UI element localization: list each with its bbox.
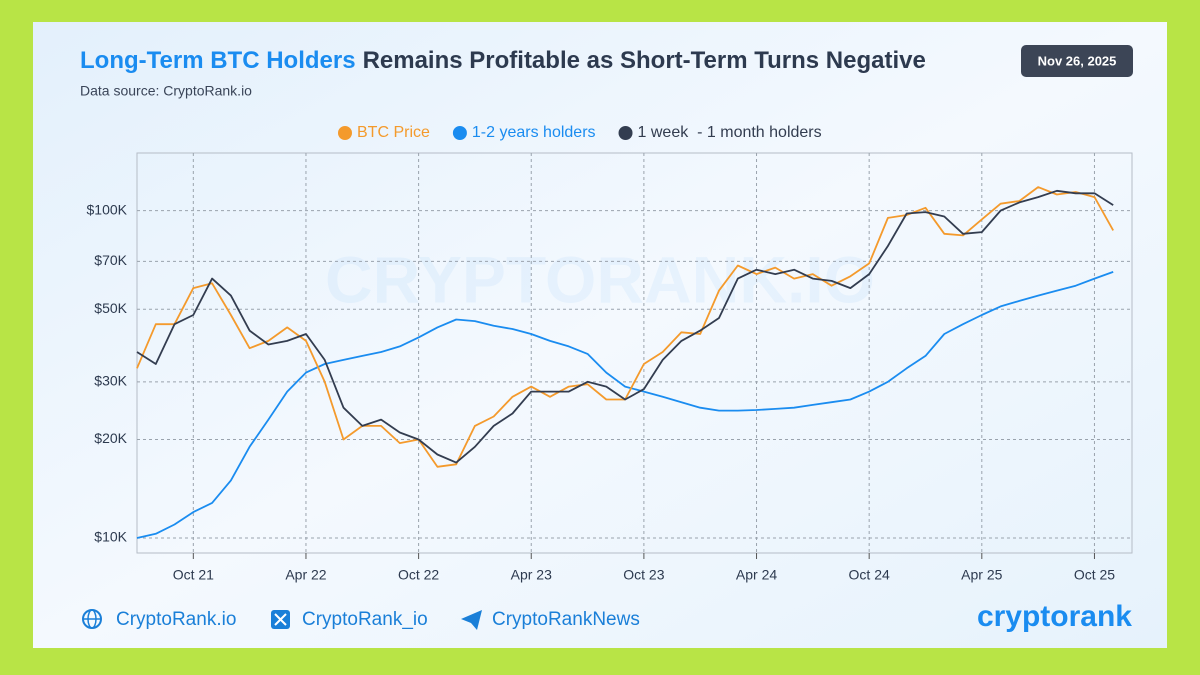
legend-marker xyxy=(618,126,633,140)
x-tick-label: Apr 23 xyxy=(511,567,552,583)
y-tick-label: $100K xyxy=(87,201,128,217)
y-tick-label: $10K xyxy=(94,529,127,545)
chart-title: Long-Term BTC Holders Remains Profitable … xyxy=(80,47,926,74)
x-tick-label: Oct 21 xyxy=(173,567,214,583)
panel xyxy=(33,22,1167,648)
series-line xyxy=(136,189,1114,464)
legend-label: BTC Price xyxy=(357,124,430,141)
footer-link[interactable]: CryptoRank_io xyxy=(302,609,428,630)
legend-label: 1 week - 1 month holders xyxy=(638,124,822,141)
source: Data source: CryptoRank.io xyxy=(80,83,252,99)
footer: CryptoRank.io CryptoRank_io CryptoRankNe… xyxy=(82,600,1132,633)
y-tick-label: $30K xyxy=(94,373,127,389)
x-tick-label: Oct 24 xyxy=(849,567,890,583)
footer-link[interactable]: CryptoRank.io xyxy=(116,609,236,630)
y-tick-label: $50K xyxy=(94,300,127,316)
x-tick-label: Apr 22 xyxy=(285,567,326,583)
footer-link[interactable]: CryptoRankNews xyxy=(492,609,640,630)
x-icon xyxy=(274,613,287,626)
logo: cryptorank xyxy=(977,600,1132,633)
x-tick-label: Apr 24 xyxy=(736,567,777,583)
y-tick-label: $20K xyxy=(94,430,127,446)
x-tick-label: Oct 22 xyxy=(398,567,439,583)
x-tick-label: Apr 25 xyxy=(961,567,1002,583)
y-tick-label: $70K xyxy=(94,252,127,268)
title-rest: Remains Profitable as Short-Term Turns N… xyxy=(363,47,926,74)
legend-label: 1-2 years holders xyxy=(472,124,596,141)
date: Nov 26, 2025 xyxy=(1038,53,1117,68)
legend-marker xyxy=(452,126,467,140)
x-tick-label: Oct 23 xyxy=(623,567,664,583)
date-badge xyxy=(1021,45,1133,77)
series-line xyxy=(136,271,1114,539)
x-tick-label: Oct 25 xyxy=(1074,567,1115,583)
telegram-icon xyxy=(461,610,482,630)
legend-marker xyxy=(338,126,352,140)
title-highlight: Long-Term BTC Holders xyxy=(80,47,356,74)
watermark: CRYPTORANK.IO xyxy=(325,242,875,316)
